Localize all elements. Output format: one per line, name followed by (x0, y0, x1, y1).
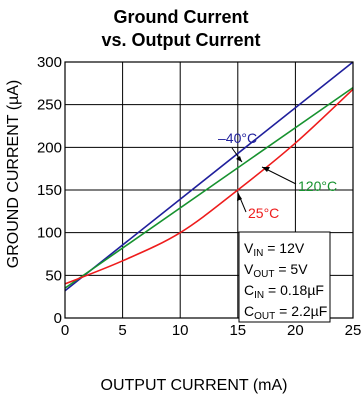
chart-title-line-2: vs. Output Current (101, 30, 261, 50)
y-tick-label-1: 50 (45, 267, 62, 284)
y-tick-label-6: 300 (37, 54, 62, 71)
arrowhead-120 (262, 167, 270, 172)
y-tick-label-5: 250 (37, 97, 62, 114)
y-tick-label-2: 100 (37, 225, 62, 242)
y-tick-label-4: 200 (37, 139, 62, 156)
label-minus40: –40°C (218, 130, 257, 146)
chart-title-line-1: Ground Current (113, 7, 249, 27)
series-line-0 (64, 61, 354, 292)
annotation-120: 120°C (261, 166, 337, 194)
series-line-1 (64, 86, 354, 289)
x-tick-label-5: 25 (345, 322, 362, 339)
y-axis-label: GROUND CURRENT (µA) (5, 80, 22, 268)
series-line-2 (64, 88, 354, 285)
annotation-25: 25°C (237, 192, 279, 221)
x-tick-label-1: 5 (118, 322, 126, 339)
plot-frame (64, 61, 354, 319)
plot-border (64, 61, 354, 319)
conditions-box-frame (238, 231, 331, 323)
series-lines (64, 61, 354, 292)
annotation-minus40: –40°C (218, 130, 257, 163)
label-120: 120°C (298, 178, 337, 194)
conditions-box: VIN = 12V VOUT = 5V CIN = 0.18µF COUT = … (238, 231, 331, 323)
x-tick-label-2: 10 (172, 322, 189, 339)
condition-cin: CIN = 0.18µF (244, 282, 324, 301)
arrowhead-25 (237, 193, 242, 201)
x-axis-label: OUTPUT CURRENT (mA) (101, 377, 288, 394)
label-25: 25°C (248, 205, 279, 221)
x-tick-label-4: 20 (287, 322, 304, 339)
x-tick-label-3: 15 (229, 322, 246, 339)
y-tick-label-0: 0 (54, 310, 62, 327)
y-tick-label-3: 150 (37, 182, 62, 199)
arrowhead-minus40 (236, 156, 242, 162)
x-tick-label-0: 0 (61, 322, 69, 339)
